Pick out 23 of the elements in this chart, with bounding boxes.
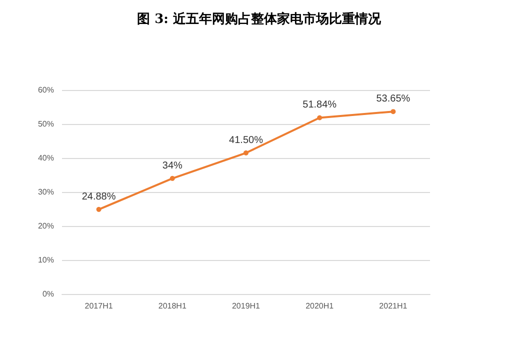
x-tick-label: 2021H1 xyxy=(379,302,408,310)
point xyxy=(170,176,175,181)
y-tick-label: 60% xyxy=(38,86,54,94)
point xyxy=(390,109,396,114)
chart-title: 图 3: 近五年网购占整体家电市场比重情况 xyxy=(137,11,382,27)
y-tick-label: 10% xyxy=(38,256,54,264)
y-tick-label: 40% xyxy=(38,154,54,162)
point xyxy=(244,150,248,156)
x-tick-label: 2018H1 xyxy=(158,302,187,310)
x-tick-label: 2019H1 xyxy=(232,302,261,310)
y-tick-label: 50% xyxy=(38,120,54,128)
x-tick-label: 2017H1 xyxy=(84,302,114,310)
y-tick-label: 30% xyxy=(38,188,54,196)
y-tick-label: 20% xyxy=(38,222,54,230)
x-tick-label: 2020H1 xyxy=(306,302,334,310)
point xyxy=(317,115,322,120)
data-label: 53.65% xyxy=(376,94,410,105)
y-tick-label: 0% xyxy=(42,290,54,298)
point xyxy=(96,206,102,212)
data-label: 34% xyxy=(162,160,183,172)
data-label: 24.88% xyxy=(82,191,116,202)
data-label: 41.50% xyxy=(229,134,264,146)
data-label: 51.84% xyxy=(302,100,337,111)
